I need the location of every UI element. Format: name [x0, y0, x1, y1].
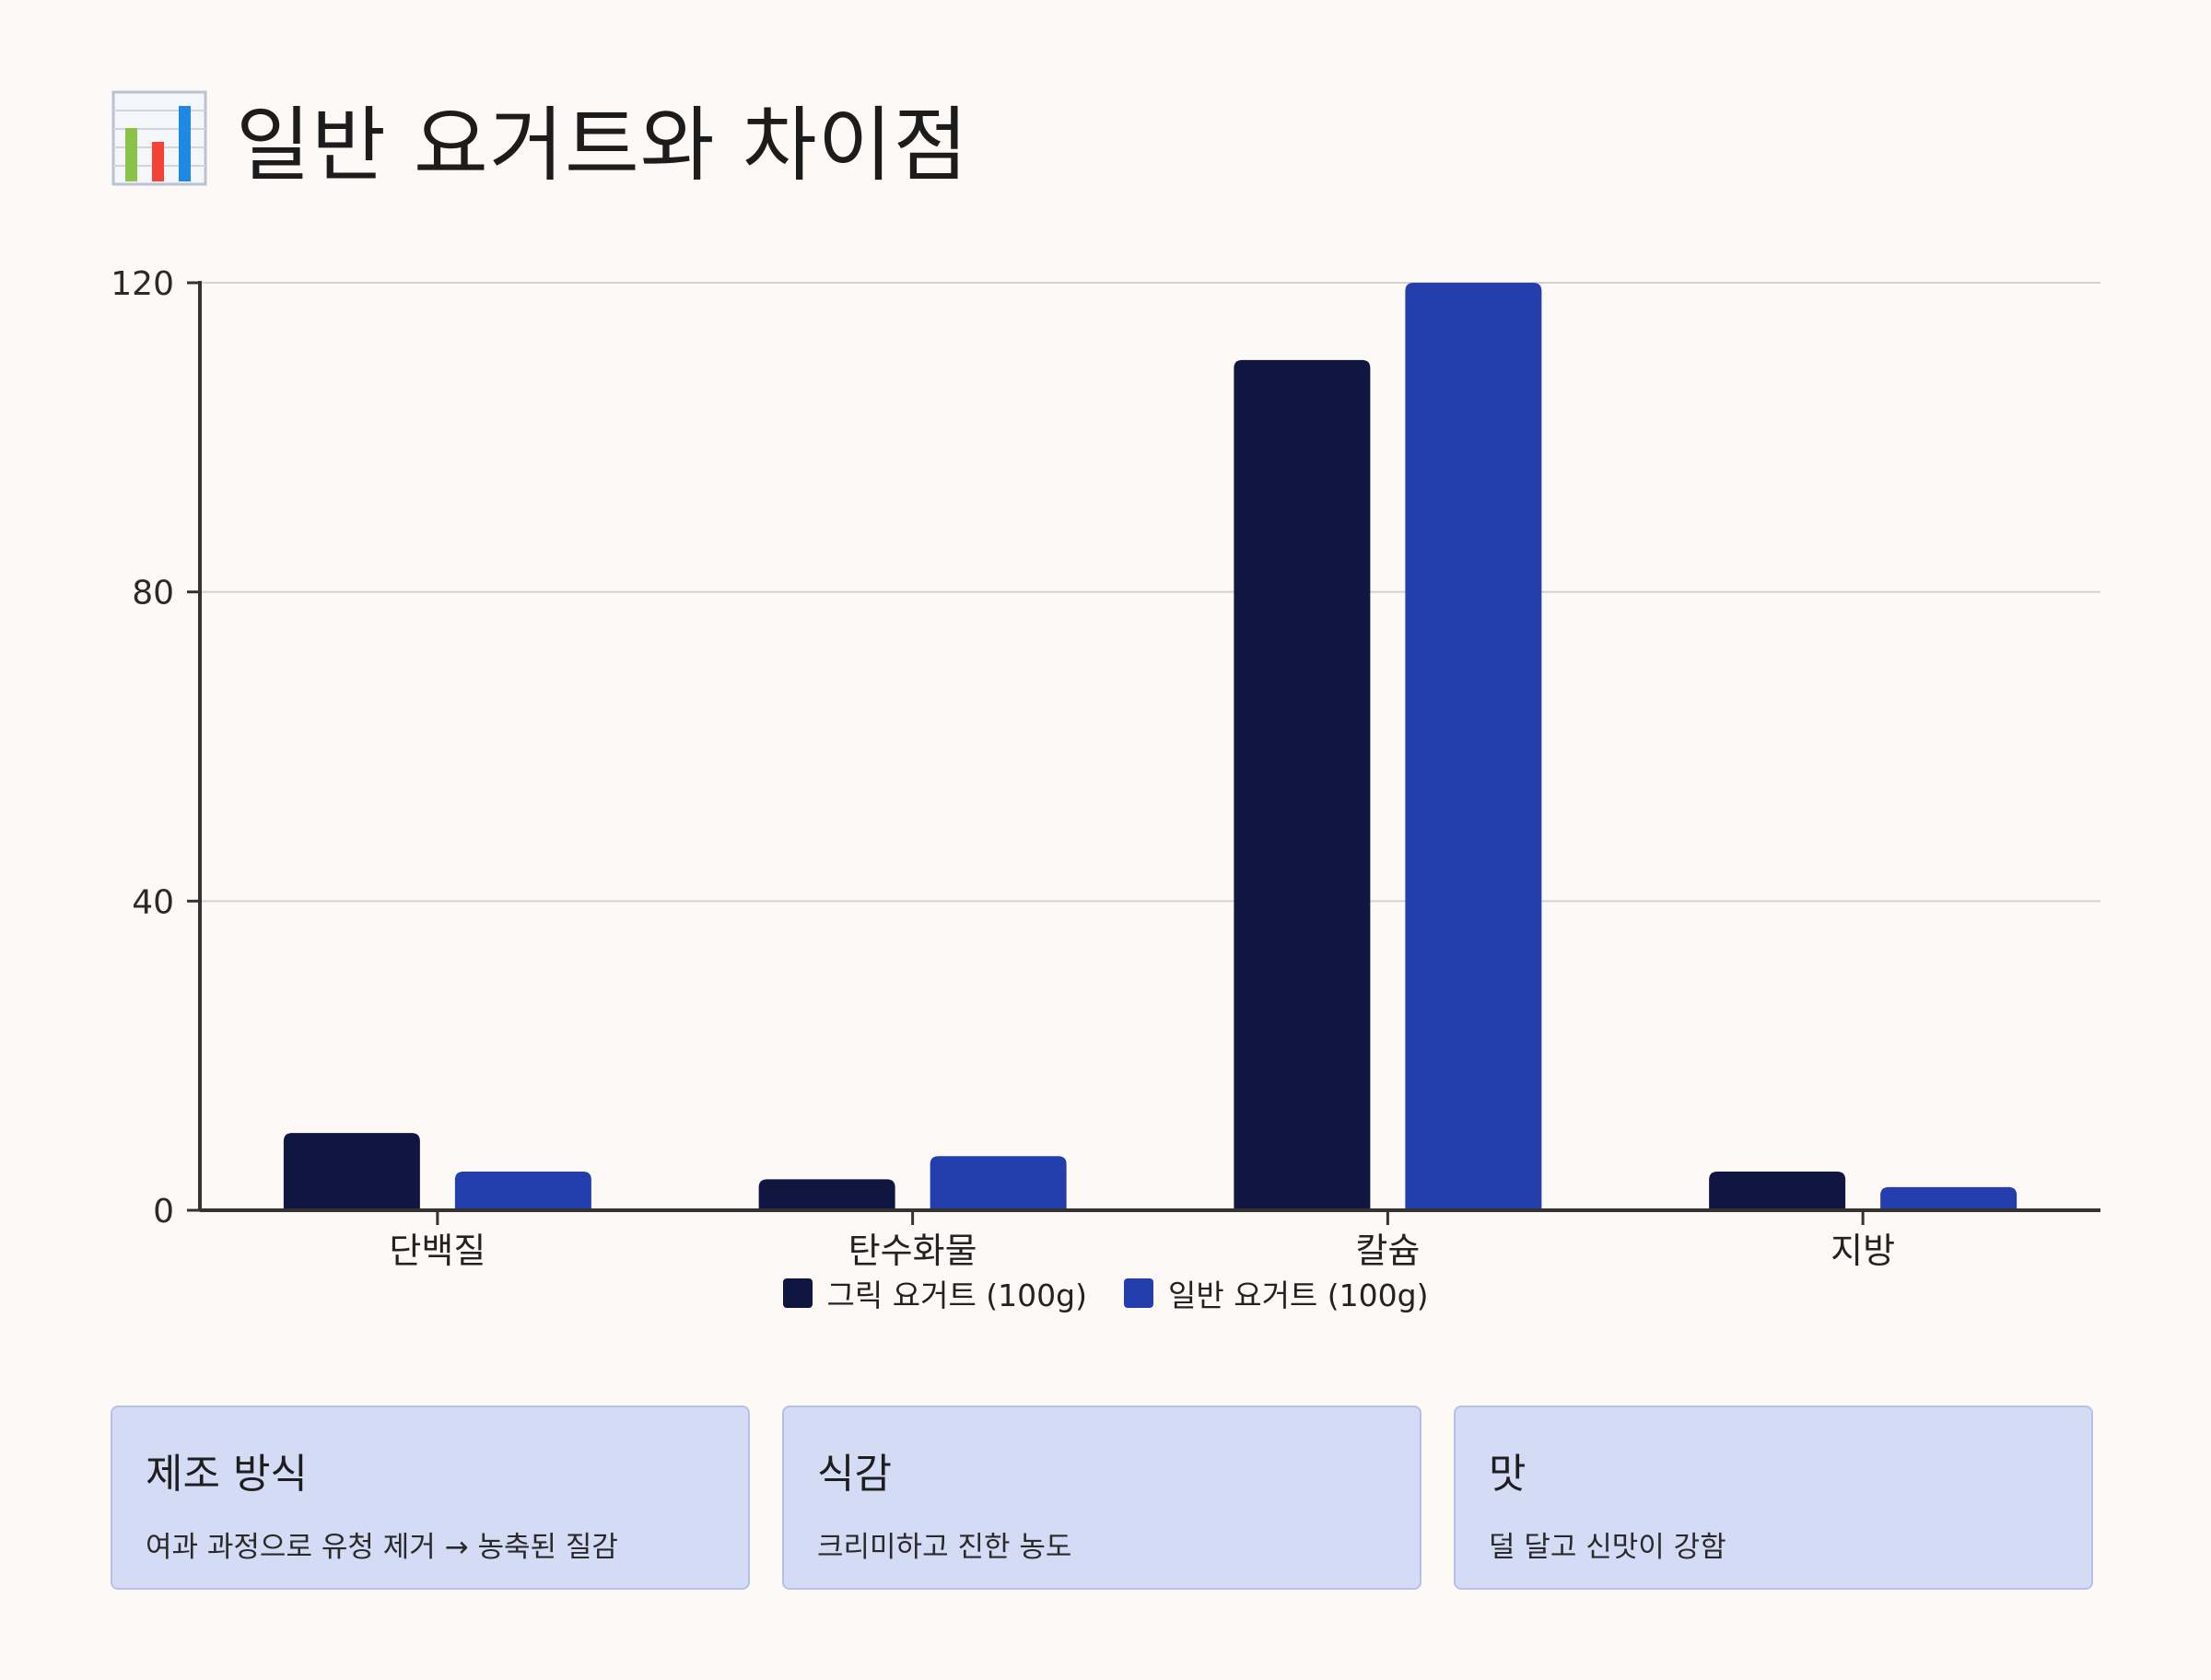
bar-chart-icon: [111, 90, 207, 186]
bar-regular: [1880, 1186, 2018, 1210]
x-tick-label: 지방: [1831, 1231, 1895, 1271]
y-tick-label: 120: [111, 265, 174, 303]
card-taste: 맛 덜 달고 신맛이 강함: [1454, 1406, 2093, 1590]
legend-label-regular: 일반 요거트 (100g): [1168, 1278, 1429, 1313]
y-tick-label: 40: [132, 883, 174, 921]
page-title-row: 일반 요거트와 차이점: [111, 85, 969, 192]
bar-greek: [1709, 1172, 1846, 1210]
x-tick-label: 탄수화물: [848, 1231, 977, 1271]
chart-legend: 그릭 요거트 (100g) 일반 요거트 (100g): [0, 1271, 2211, 1315]
card-title: 식감: [817, 1451, 892, 1498]
y-tick-label: 0: [153, 1193, 174, 1231]
card-description: 덜 달고 신맛이 강함: [1489, 1531, 1726, 1564]
card-description: 크리미하고 진한 농도: [817, 1531, 1072, 1564]
card-title: 맛: [1489, 1451, 1527, 1498]
card-title: 제조 방식: [146, 1451, 308, 1498]
bar-regular: [1405, 283, 1542, 1210]
x-tick-label: 칼슘: [1355, 1231, 1420, 1271]
page-title: 일반 요거트와 차이점: [236, 97, 969, 192]
legend-item-regular: 일반 요거트 (100g): [1124, 1271, 1428, 1315]
bar-greek: [758, 1179, 895, 1210]
bar-chart: 0 40 80 120 단백질 탄수화물 칼슘 지방: [111, 265, 2100, 1271]
info-cards: 제조 방식 여과 과정으로 유청 제거 → 농축된 질감 식감 크리미하고 진한…: [111, 1406, 2093, 1590]
y-tick-label: 80: [132, 575, 174, 612]
legend-swatch-greek: [782, 1278, 813, 1308]
card-manufacturing: 제조 방식 여과 과정으로 유청 제거 → 농축된 질감: [111, 1406, 750, 1590]
bar-greek: [283, 1133, 420, 1210]
legend-label-greek: 그릭 요거트 (100g): [826, 1278, 1087, 1313]
card-description: 여과 과정으로 유청 제거 → 농축된 질감: [146, 1531, 618, 1564]
x-tick-label: 단백질: [389, 1231, 485, 1271]
legend-swatch-regular: [1124, 1278, 1153, 1308]
bar-regular: [930, 1156, 1067, 1210]
bar-regular: [454, 1172, 591, 1210]
legend-item-greek: 그릭 요거트 (100g): [782, 1271, 1087, 1315]
card-texture: 식감 크리미하고 진한 농도: [782, 1406, 1421, 1590]
bar-greek: [1234, 359, 1371, 1211]
